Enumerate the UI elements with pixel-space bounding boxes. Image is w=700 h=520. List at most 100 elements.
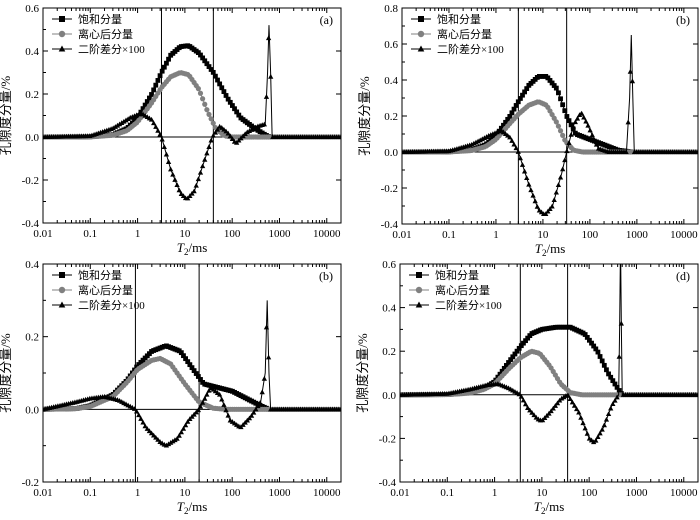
- x-tick-label: 10: [179, 228, 191, 240]
- series-3-point-71: [548, 408, 554, 414]
- y-axis-label: 孔隙度分量/%: [0, 76, 13, 156]
- series-3-point-45: [136, 412, 142, 418]
- x-tick-label: 10: [179, 487, 191, 499]
- series-1-point-82: [215, 77, 220, 83]
- series-1-point-53: [153, 82, 159, 88]
- x-tick-label: 10000: [313, 228, 341, 240]
- series-3-point-54: [513, 145, 519, 151]
- series-3-point-55: [157, 131, 163, 137]
- y-tick-label: 0.2: [384, 111, 398, 123]
- series-3-point-57: [161, 144, 167, 149]
- series-3-point-88: [585, 122, 591, 128]
- y-axis-label: 孔隙度分量/%: [357, 76, 372, 156]
- series-3-point-70: [547, 206, 553, 212]
- y-tick-label: 0.6: [382, 259, 396, 271]
- x-tick-label: 0.01: [390, 487, 409, 499]
- x-axis-label: T2/ms: [177, 240, 208, 257]
- series-2: [400, 348, 698, 398]
- series-3-point-39: [123, 117, 129, 123]
- series-3-point-59: [165, 441, 172, 447]
- series-3: [400, 264, 698, 445]
- x-tick-label: 0.01: [33, 487, 52, 499]
- chart-panel-b-bottom: 0.01 0.1 1 10 100 1000 10000 -0.2 0.0 0.2 0.4 T2/ms…: [0, 259, 342, 516]
- legend-marker-3: [58, 45, 66, 52]
- series-3-point-47: [140, 419, 146, 425]
- legend-marker-1: [59, 16, 65, 22]
- series-1-point-77: [562, 108, 568, 114]
- series-3-point-75: [199, 399, 206, 405]
- legend-marker-3: [58, 301, 66, 308]
- series-3-point-77: [204, 391, 210, 397]
- series-3-point-44: [134, 408, 140, 414]
- y-axis-label: 孔隙度分量/%: [355, 333, 370, 413]
- series-1-point-93: [595, 349, 601, 355]
- y-tick-label: -0.2: [379, 433, 396, 445]
- series-3-point-85: [221, 402, 227, 407]
- legend-marker-1: [416, 272, 422, 278]
- series-3-point-92: [593, 437, 599, 443]
- series-1-point-76: [560, 102, 566, 108]
- series-3-point-104: [261, 121, 267, 127]
- series-3-point-56: [517, 155, 524, 161]
- series-3-point-76: [202, 156, 208, 162]
- y-tick-label: 0.8: [384, 3, 398, 15]
- series-1-point-81: [212, 73, 218, 79]
- legend-marker-3: [415, 301, 423, 308]
- series-1-point-96: [601, 362, 607, 368]
- series-3-point-87: [583, 118, 589, 124]
- series-3-point-102: [257, 400, 263, 405]
- series-3-point-102: [614, 394, 620, 400]
- series-1-point-54: [513, 103, 519, 108]
- series-3-point-62: [530, 192, 536, 198]
- series-3-point-107: [625, 119, 631, 125]
- series-3-point-61: [527, 407, 533, 413]
- series-3-point-51: [148, 430, 155, 436]
- series-3-point-48: [142, 423, 148, 429]
- legend-entry-2: 离心后分量: [437, 27, 492, 41]
- series-2-point-75: [557, 128, 564, 134]
- series-3-point-36: [116, 121, 123, 127]
- series-3-point-37: [119, 120, 125, 125]
- series-2-point-76: [202, 101, 208, 107]
- series-3-point-59: [524, 175, 530, 181]
- y-tick-label: -0.4: [381, 219, 399, 231]
- series-3-point-76: [202, 395, 208, 401]
- legend-entry-3: 二阶差分×100: [78, 42, 145, 56]
- series-3-point-107: [268, 73, 274, 79]
- series-3-point-71: [549, 203, 555, 209]
- series-3-point-79: [565, 392, 571, 398]
- y-tick-label: 0.2: [382, 346, 396, 358]
- x-tick-label: 0.1: [442, 229, 456, 241]
- x-tick-label: 100: [224, 487, 241, 499]
- legend-entry-2: 离心后分量: [78, 27, 133, 41]
- x-axis-label: T2/ms: [177, 499, 208, 516]
- y-tick-label: -0.2: [22, 477, 39, 489]
- y-tick-label: -0.2: [22, 175, 39, 187]
- series-3-point-54: [155, 436, 161, 442]
- series-1-point-95: [599, 358, 605, 364]
- legend-marker-1: [59, 272, 65, 278]
- series-3-point-38: [121, 118, 127, 124]
- series-3-point-52: [151, 432, 157, 438]
- series-3-point-75: [199, 163, 206, 169]
- series-3-point-52: [151, 120, 157, 126]
- legend-entry-1: 饱和分量: [435, 268, 479, 282]
- series-3-point-33: [110, 125, 116, 131]
- series-3-point-82: [571, 402, 578, 408]
- y-tick-label: 0.4: [25, 259, 39, 271]
- series-3-point-74: [197, 403, 204, 409]
- series-2-point-74: [197, 90, 204, 96]
- series-3-point-60: [168, 439, 174, 445]
- panel-label: (b): [319, 269, 333, 283]
- series-3-point-63: [532, 198, 538, 204]
- panel-label: (a): [320, 13, 333, 27]
- series-3-point-78: [206, 144, 212, 149]
- chart-panel-d: 0.01 0.1 1 10 100 1000 10000 -0.4 -0.2 0.0 0.2 0.4 0…: [355, 259, 699, 516]
- series-1-point-85: [221, 89, 227, 95]
- series-3-point-83: [574, 115, 581, 121]
- x-tick-label: 0.1: [440, 487, 454, 499]
- series-3-point-91: [591, 137, 598, 142]
